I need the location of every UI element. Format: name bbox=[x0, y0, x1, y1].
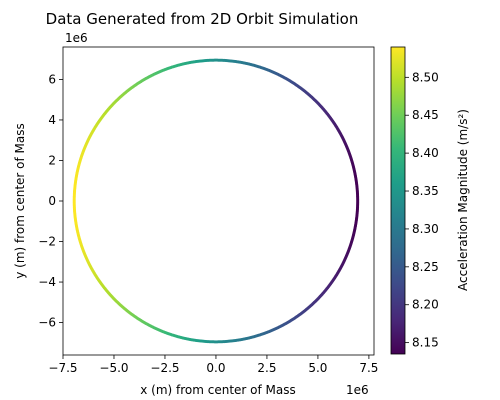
colorbar-tick-label: 8.15 bbox=[412, 336, 439, 350]
x-tick-label: 2.5 bbox=[257, 361, 276, 375]
y-tick-label: −2 bbox=[38, 235, 56, 249]
x-axis-label: x (m) from center of Mass bbox=[140, 383, 296, 397]
colorbar bbox=[390, 46, 406, 355]
y-axis-label: y (m) from center of Mass bbox=[13, 123, 27, 279]
x-tick-label: 5.0 bbox=[308, 361, 327, 375]
colorbar-label: Acceleration Magnitude (m/s²) bbox=[456, 109, 470, 291]
x-axis: −7.5 −5.0 −2.5 0.0 2.5 5.0 7.5 bbox=[48, 355, 378, 375]
y-tick-label: 4 bbox=[48, 113, 56, 127]
y-offset-label: 1e6 bbox=[65, 31, 88, 45]
colorbar-tick-label: 8.45 bbox=[412, 108, 439, 122]
colorbar-tick-label: 8.35 bbox=[412, 184, 439, 198]
x-offset-label: 1e6 bbox=[346, 383, 369, 397]
x-tick-label: −5.0 bbox=[99, 361, 128, 375]
x-tick-label: −2.5 bbox=[150, 361, 179, 375]
x-tick-label: −7.5 bbox=[48, 361, 77, 375]
y-tick-label: −6 bbox=[38, 316, 56, 330]
y-tick-label: 2 bbox=[48, 153, 56, 167]
y-tick-label: 0 bbox=[48, 194, 56, 208]
colorbar-tick-label: 8.30 bbox=[412, 222, 439, 236]
colorbar-tick-label: 8.25 bbox=[412, 260, 439, 274]
y-tick-label: 6 bbox=[48, 72, 56, 86]
orbit-path bbox=[72, 58, 360, 344]
y-axis: −6 −4 −2 0 2 4 6 bbox=[38, 72, 63, 330]
y-tick-label: −4 bbox=[38, 275, 56, 289]
colorbar-tick-label: 8.40 bbox=[412, 146, 439, 160]
orbit-point bbox=[356, 200, 360, 204]
chart-title: Data Generated from 2D Orbit Simulation bbox=[46, 10, 359, 28]
colorbar-axis: 8.15 8.20 8.25 8.30 8.35 8.40 8.45 8.50 bbox=[405, 70, 439, 350]
colorbar-tick-label: 8.50 bbox=[412, 70, 439, 84]
colorbar-tick-label: 8.20 bbox=[412, 298, 439, 312]
plot-frame bbox=[62, 46, 375, 356]
x-tick-label: 7.5 bbox=[359, 361, 378, 375]
x-tick-label: 0.0 bbox=[206, 361, 225, 375]
